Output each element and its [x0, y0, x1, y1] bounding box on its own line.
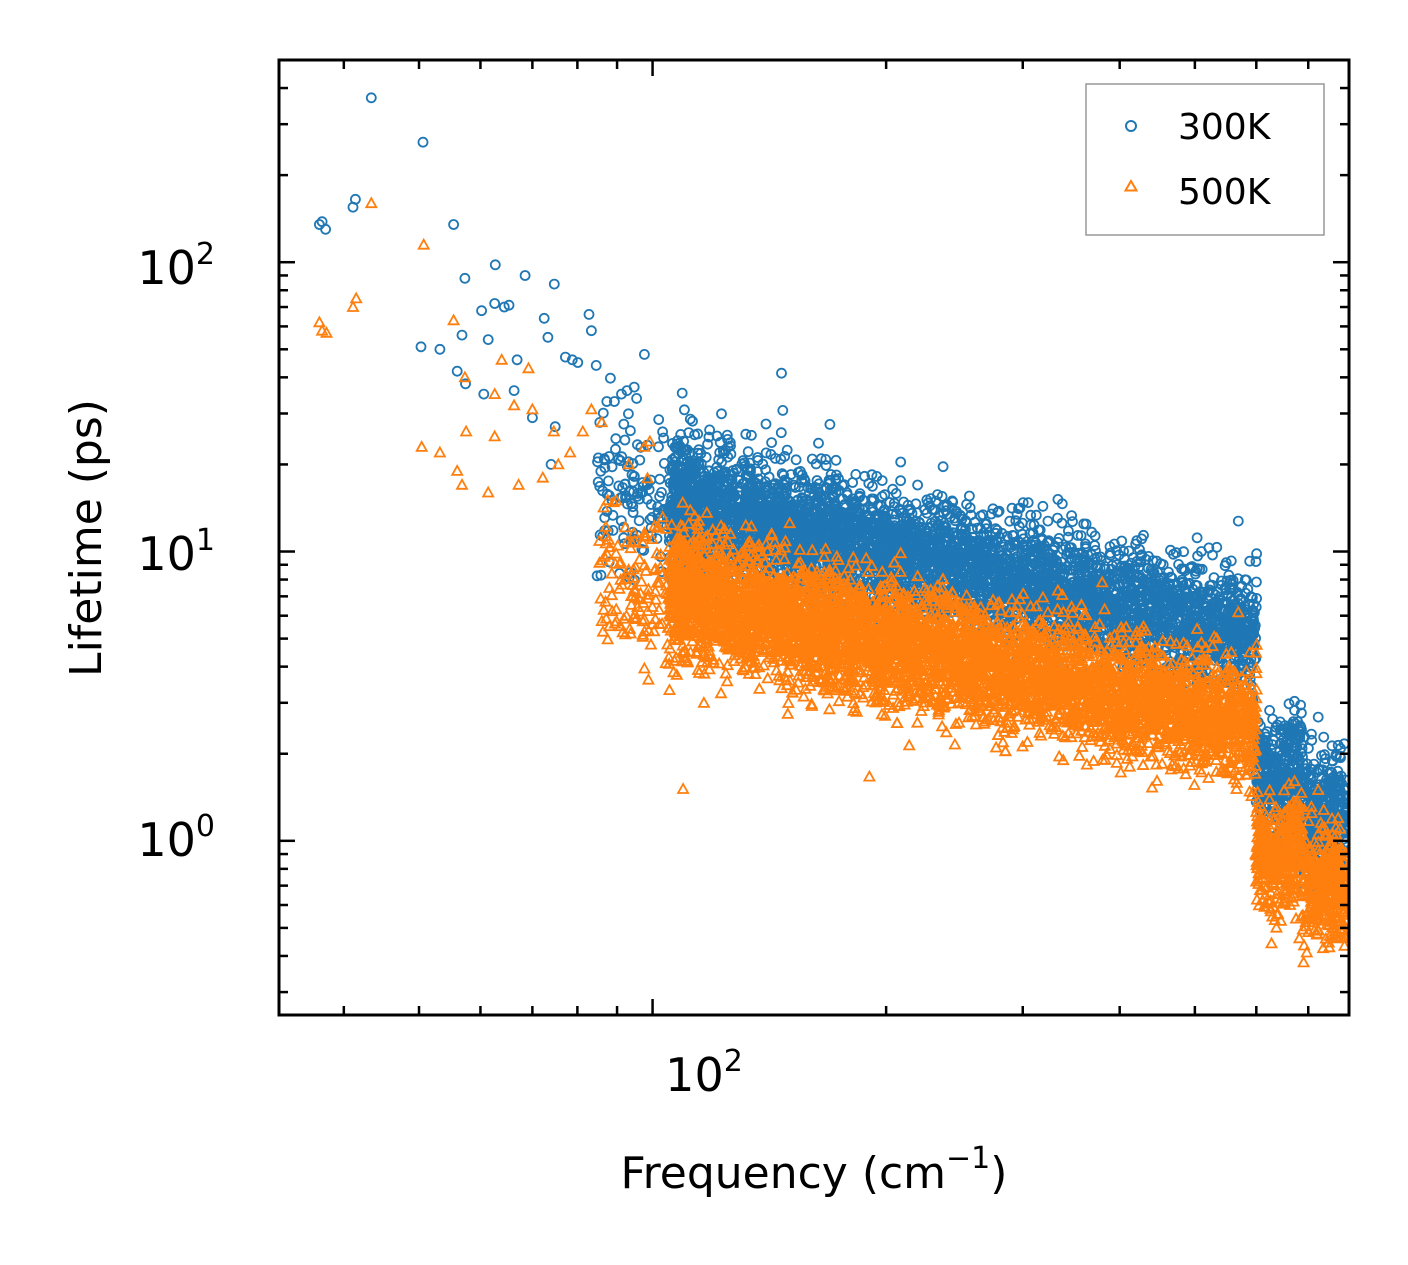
- point-300k: [1022, 497, 1034, 509]
- point-300k: [742, 446, 754, 458]
- point-300k: [766, 437, 777, 449]
- point-300k: [790, 454, 802, 466]
- point-300k: [1191, 532, 1203, 544]
- point-300k: [1264, 705, 1275, 716]
- point-300k: [830, 454, 842, 466]
- points-layer: [312, 92, 1349, 968]
- point-300k: [850, 468, 862, 480]
- point-300k: [781, 444, 793, 456]
- point-300k: [679, 404, 690, 416]
- point-300k: [740, 428, 752, 440]
- point-300k: [1251, 576, 1262, 588]
- point-300k: [1075, 530, 1087, 541]
- point-300k: [1042, 515, 1054, 527]
- point-300k: [1283, 698, 1295, 710]
- point-300k: [1312, 711, 1324, 723]
- point-300k: [1063, 525, 1074, 537]
- point-300k: [937, 461, 949, 473]
- point-300k: [1244, 555, 1256, 567]
- point-300k: [1030, 509, 1042, 521]
- point-300k: [1037, 500, 1049, 512]
- point-300k: [912, 479, 923, 491]
- point-300k: [716, 408, 727, 420]
- point-300k: [1232, 515, 1244, 527]
- point-300k: [1318, 731, 1330, 743]
- point-300k: [1066, 510, 1077, 521]
- point-300k: [895, 475, 906, 487]
